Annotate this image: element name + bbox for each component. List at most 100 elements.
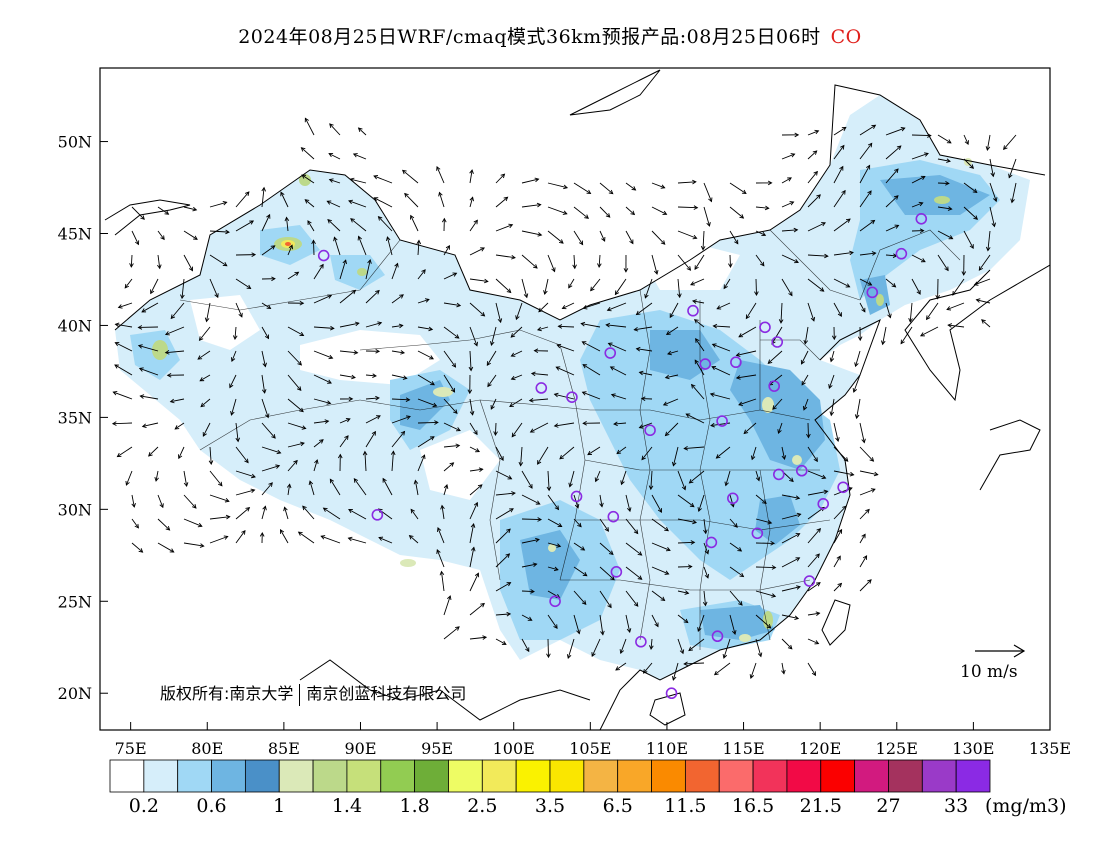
wind-arrow	[261, 505, 267, 520]
lon-tick-label: 135E	[1029, 739, 1071, 758]
wind-arrow	[339, 396, 354, 402]
wind-arrow	[885, 302, 892, 319]
station-marker	[610, 566, 623, 578]
wind-arrow	[436, 165, 445, 184]
wind-arrow	[937, 181, 950, 186]
wind-arrow	[417, 269, 426, 280]
wind-arrow	[546, 470, 552, 492]
wind-arrow	[573, 590, 587, 605]
wind-arrow	[287, 398, 304, 413]
wind-arrow	[677, 230, 698, 240]
wind-arrow	[755, 565, 777, 570]
wind-arrow	[495, 470, 513, 480]
wind-arrow	[781, 254, 799, 264]
wind-arrow	[208, 446, 214, 466]
hotspots	[152, 158, 972, 642]
wind-arrow	[781, 638, 793, 650]
wind-arrow	[781, 446, 787, 461]
wind-arrow	[582, 420, 601, 426]
wind-arrow	[937, 254, 949, 272]
colorbar-swatch	[854, 759, 889, 793]
wind-arrow	[616, 446, 627, 455]
station-marker	[644, 424, 656, 437]
co-concentration-field	[115, 95, 1030, 680]
wind-arrow	[722, 638, 731, 659]
wind-arrow	[651, 182, 666, 189]
wind-arrow	[573, 230, 584, 246]
wind-arrow	[469, 501, 479, 520]
longitude-axis: 75E 80E 85E 90E 95E 100E 105E 110E 115E 120E 125E 1…	[115, 722, 1071, 758]
colorbar-label: 0.6	[196, 795, 227, 817]
wind-arrow	[671, 662, 679, 681]
colorbar-swatch	[244, 759, 280, 793]
wind-arrow	[911, 254, 926, 263]
wind-arrow	[651, 542, 671, 552]
wind-arrow	[781, 494, 801, 500]
wind-arrow	[313, 459, 319, 472]
wind-arrow	[712, 323, 731, 329]
wind-arrow	[695, 338, 705, 352]
colorbar-swatch	[786, 759, 822, 793]
wind-arrow	[625, 566, 643, 580]
wind-arrow	[493, 422, 498, 436]
wind-arrow	[469, 602, 485, 616]
wind-arrow	[352, 153, 367, 160]
wind-arrow	[495, 638, 507, 645]
wind-arrow	[829, 398, 835, 417]
wind-arrow	[1003, 134, 1017, 151]
copyright: 版权所有:南京大学 南京创蓝科技有限公司	[160, 680, 466, 706]
wind-arrow	[635, 346, 653, 352]
wind-arrow	[320, 535, 341, 544]
wind-arrow	[859, 508, 870, 520]
wind-arrow	[443, 350, 457, 368]
wind-arrow	[667, 350, 679, 356]
wind-arrow	[469, 484, 483, 496]
wind-arrow	[920, 326, 939, 337]
wind-arrow	[833, 486, 853, 496]
wind-arrow	[261, 398, 270, 419]
wind-arrow	[235, 446, 249, 464]
colorbar-label: 11.5	[664, 795, 707, 817]
colorbar-swatch	[448, 759, 483, 793]
wind-arrow	[339, 289, 357, 304]
wind-arrow	[333, 236, 341, 256]
wind-arrow	[572, 254, 577, 270]
wind-arrow	[538, 302, 549, 313]
wind-arrow	[114, 322, 133, 328]
wind-arrow	[606, 302, 627, 312]
wind-arrow	[582, 364, 601, 376]
station-marker	[837, 481, 849, 494]
wind-arrow	[148, 446, 159, 457]
wind-arrow	[975, 298, 991, 304]
wind-arrow	[469, 302, 486, 317]
reference-vector-label: 10 m/s	[960, 662, 1018, 682]
wind-arrow	[235, 422, 241, 443]
colorbar-label: 2.5	[467, 795, 498, 817]
wind-arrow	[339, 417, 351, 424]
wind-arrow	[723, 278, 731, 290]
wind-arrow	[521, 517, 543, 522]
wind-arrow	[963, 158, 975, 169]
wind-arrow	[417, 436, 435, 448]
wind-arrow	[807, 278, 825, 292]
wind-arrow	[781, 201, 795, 208]
wind-arrow	[911, 133, 932, 138]
wind-arrow	[495, 173, 506, 184]
colorbar	[109, 759, 991, 793]
colorbar-swatch	[955, 759, 991, 793]
wind-arrow	[391, 350, 406, 355]
wind-arrow	[443, 302, 462, 308]
wind-arrow	[677, 254, 692, 271]
wind-arrow	[439, 570, 445, 592]
wind-arrow	[443, 422, 461, 432]
wind-arrow	[677, 540, 696, 545]
wind-arrow	[283, 506, 289, 520]
wind-arrow	[313, 294, 333, 304]
wind-arrow	[150, 278, 159, 295]
wind-arrow	[125, 470, 133, 486]
wind-arrow	[859, 124, 877, 136]
wind-arrow	[183, 542, 205, 548]
wind-arrow	[362, 450, 368, 472]
wind-arrow	[209, 535, 229, 544]
bohai-coast	[599, 318, 881, 730]
